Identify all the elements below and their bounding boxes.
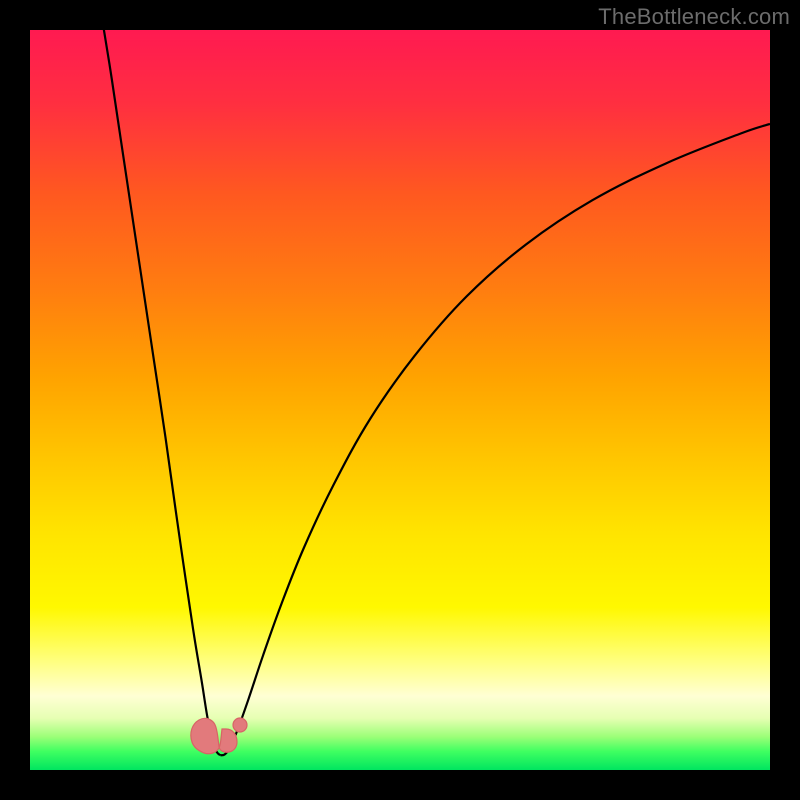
plot-background — [30, 30, 770, 770]
marker-dot — [233, 718, 247, 732]
chart-container: TheBottleneck.com — [0, 0, 800, 800]
bottleneck-chart — [0, 0, 800, 800]
